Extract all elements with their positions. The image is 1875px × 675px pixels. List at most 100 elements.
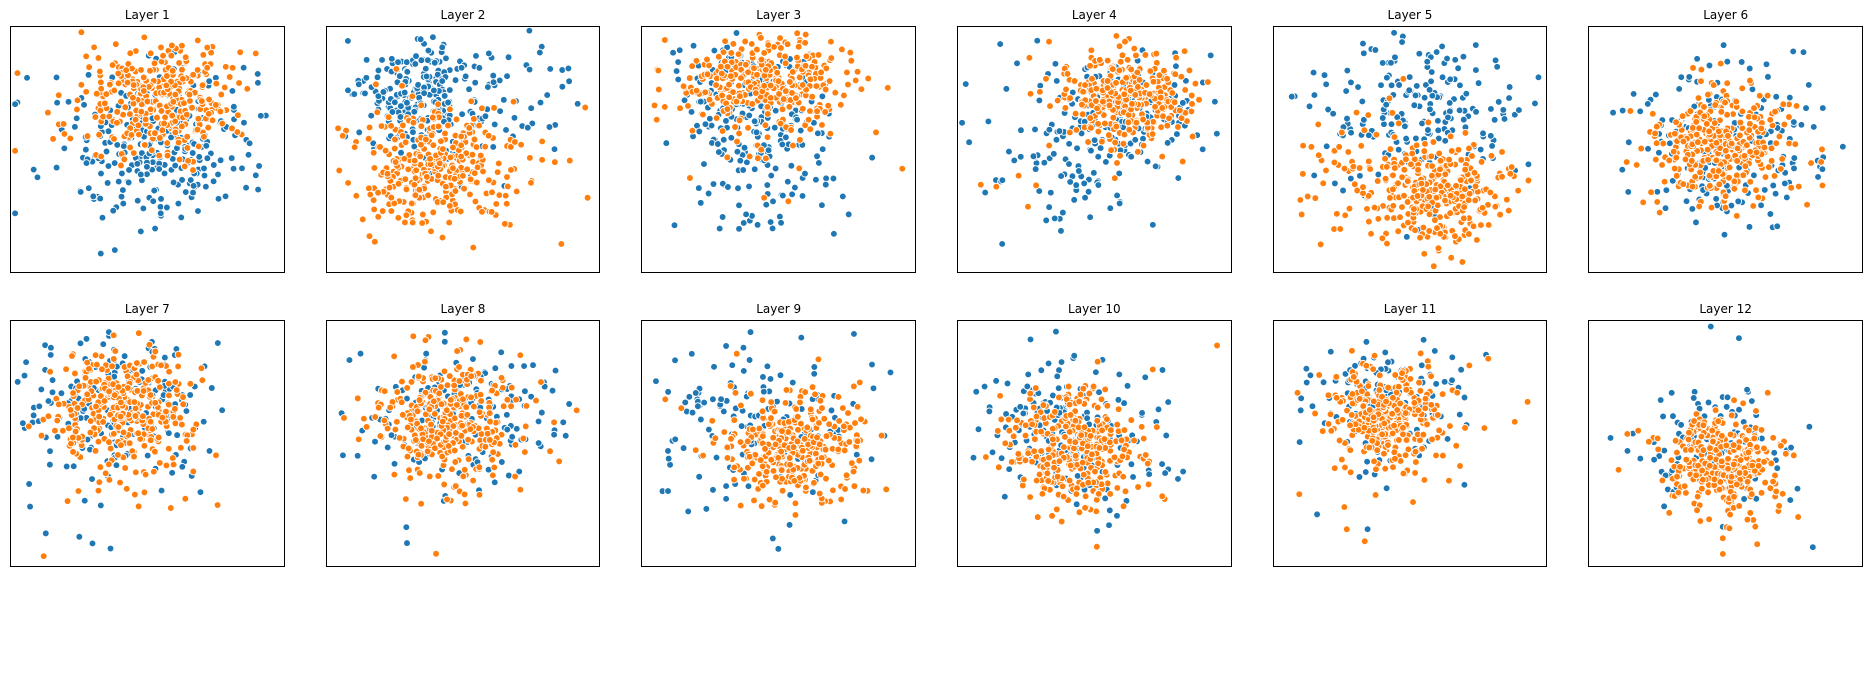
scatter-point-orange xyxy=(477,104,486,113)
scatter-point-orange xyxy=(686,74,694,82)
scatter-point-orange xyxy=(235,79,243,87)
scatter-point-orange xyxy=(146,105,155,114)
scatter-point-orange xyxy=(189,467,198,476)
scatter-point-orange xyxy=(1694,94,1703,102)
scatter-point-orange xyxy=(146,417,155,426)
scatter-point-orange xyxy=(1734,144,1742,153)
scatter-point-blue xyxy=(164,429,173,438)
scatter-point-orange xyxy=(111,40,120,48)
scatter-point-orange xyxy=(1086,114,1095,122)
scatter-point-blue xyxy=(671,435,680,444)
scatter-point-orange xyxy=(204,123,213,132)
scatter-point-blue xyxy=(495,107,504,115)
scatter-point-orange xyxy=(411,174,420,183)
scatter-point-blue xyxy=(740,367,748,375)
scatter-point-orange xyxy=(1344,148,1352,156)
scatter-point-orange xyxy=(808,92,817,101)
scatter-point-blue xyxy=(1624,188,1633,196)
scatter-point-blue xyxy=(343,86,352,95)
scatter-point-orange xyxy=(1107,146,1116,154)
scatter-point-blue xyxy=(239,63,248,72)
scatter-point-orange xyxy=(764,133,772,142)
scatter-point-orange xyxy=(1441,170,1449,179)
scatter-point-blue xyxy=(254,78,262,87)
scatter-point-orange xyxy=(151,129,159,137)
scatter-point-orange xyxy=(1486,188,1494,197)
scatter-point-blue xyxy=(1090,136,1099,145)
scatter-point-orange xyxy=(68,352,76,360)
scatter-point-blue xyxy=(411,60,419,68)
scatter-point-blue xyxy=(1415,49,1423,58)
scatter-point-blue xyxy=(388,108,396,116)
scatter-point-orange xyxy=(114,79,123,88)
scatter-point-blue xyxy=(103,179,112,187)
scatter-point-blue xyxy=(868,360,877,369)
scatter-point-blue xyxy=(1799,48,1808,57)
scatter-point-blue xyxy=(958,118,966,127)
scatter-point-orange xyxy=(1458,192,1466,201)
scatter-point-orange xyxy=(97,84,106,93)
scatter-point-orange xyxy=(680,82,688,91)
scatter-point-orange xyxy=(1024,202,1032,211)
scatter-point-blue xyxy=(664,447,673,455)
scatter-point-blue xyxy=(99,340,108,349)
scatter-point-orange xyxy=(1155,71,1164,80)
scatter-point-blue xyxy=(1397,38,1406,46)
scatter-point-orange xyxy=(1349,162,1357,171)
scatter-point-orange xyxy=(1403,218,1412,227)
scatter-point-orange xyxy=(789,141,798,150)
scatter-point-orange xyxy=(1386,145,1394,153)
scatter-point-orange xyxy=(429,397,438,406)
scatter-point-orange xyxy=(415,469,424,477)
scatter-point-blue xyxy=(1675,85,1684,93)
scatter-point-orange xyxy=(194,142,203,151)
scatter-point-orange xyxy=(1065,128,1074,137)
scatter-point-orange xyxy=(537,137,546,146)
scatter-point-blue xyxy=(1437,42,1446,51)
plot-area xyxy=(325,26,601,273)
scatter-point-orange xyxy=(1679,112,1687,120)
scatter-point-orange xyxy=(343,179,352,187)
scatter-point-orange xyxy=(1151,102,1159,111)
scatter-point-orange xyxy=(476,376,485,385)
scatter-point-orange xyxy=(233,128,242,136)
scatter-point-orange xyxy=(1178,157,1187,166)
scatter-point-blue xyxy=(1491,56,1500,65)
scatter-point-orange xyxy=(1787,183,1796,192)
scatter-point-blue xyxy=(205,77,213,86)
scatter-point-orange xyxy=(96,463,105,471)
scatter-point-orange xyxy=(520,448,529,456)
scatter-point-blue xyxy=(1387,81,1396,90)
scatter-canvas xyxy=(1287,28,1543,271)
scatter-point-orange xyxy=(1771,107,1780,116)
scatter-point-orange xyxy=(162,81,171,90)
scatter-point-orange xyxy=(757,34,765,42)
scatter-point-orange xyxy=(106,80,114,89)
scatter-point-orange xyxy=(150,59,159,68)
scatter-point-orange xyxy=(85,364,93,373)
scatter-point-orange xyxy=(438,417,447,426)
scatter-point-orange xyxy=(134,429,143,438)
scatter-point-orange xyxy=(451,482,460,490)
scatter-point-orange xyxy=(375,143,384,151)
scatter-point-blue xyxy=(1035,96,1044,105)
scatter-point-orange xyxy=(339,414,348,422)
scatter-point-orange xyxy=(713,114,721,122)
scatter-point-orange xyxy=(1673,172,1681,180)
scatter-point-orange xyxy=(198,81,207,90)
scatter-point-orange xyxy=(83,390,92,399)
scatter-point-blue xyxy=(771,123,779,132)
scatter-point-orange xyxy=(178,65,186,74)
scatter-point-blue xyxy=(762,200,771,209)
scatter-point-orange xyxy=(1393,227,1402,236)
scatter-point-blue xyxy=(1323,105,1332,114)
scatter-point-blue xyxy=(355,128,363,137)
scatter-point-orange xyxy=(126,143,135,152)
scatter-point-orange xyxy=(1472,236,1481,244)
scatter-point-orange xyxy=(822,64,831,73)
scatter-point-orange xyxy=(813,107,822,115)
scatter-point-orange xyxy=(131,404,140,413)
scatter-point-orange xyxy=(1314,120,1322,129)
scatter-point-blue xyxy=(736,156,745,165)
